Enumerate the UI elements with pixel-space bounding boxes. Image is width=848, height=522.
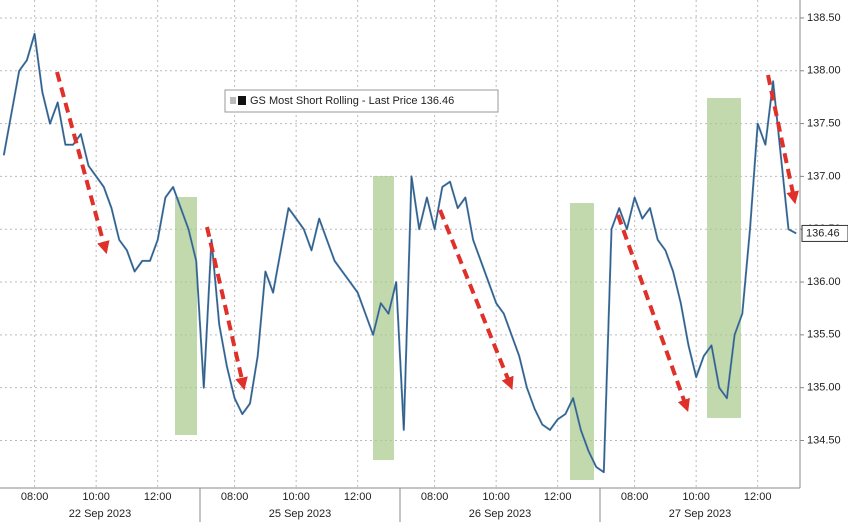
price-line-shadow — [3, 33, 797, 473]
arrows — [55, 71, 799, 413]
x-tick-label: 12:00 — [144, 491, 172, 503]
day-label: 26 Sep 2023 — [469, 508, 531, 520]
legend-text: GS Most Short Rolling - Last Price 136.4… — [250, 95, 454, 107]
highlight-box — [175, 197, 197, 435]
legend-icon — [230, 97, 236, 104]
x-tick-label: 08:00 — [221, 491, 249, 503]
trend-arrow — [616, 214, 690, 413]
day-label: 27 Sep 2023 — [669, 508, 731, 520]
y-tick-label: 136.00 — [807, 276, 841, 288]
y-tick-label: 138.50 — [807, 12, 841, 24]
legend: GS Most Short Rolling - Last Price 136.4… — [224, 89, 499, 113]
legend-value: 136.46 — [421, 95, 455, 107]
y-tick-label: 134.50 — [807, 434, 841, 446]
lines — [2, 32, 797, 474]
x-tick-label: 08:00 — [621, 491, 649, 503]
legend-box — [224, 89, 499, 113]
x-tick-label: 08:00 — [21, 491, 49, 503]
x-tick-label: 08:00 — [421, 491, 449, 503]
highlight-box — [707, 98, 741, 418]
highlights — [175, 98, 741, 480]
x-tick-label: 10:00 — [482, 491, 510, 503]
day-label: 25 Sep 2023 — [269, 508, 331, 520]
grid — [0, 0, 800, 488]
y-tick-label: 135.50 — [807, 329, 841, 341]
x-tick-label: 12:00 — [344, 491, 372, 503]
x-tick-label: 12:00 — [544, 491, 572, 503]
highlight-box — [373, 176, 394, 460]
y-tick-label: 135.00 — [807, 382, 841, 394]
x-tick-label: 10:00 — [282, 491, 310, 503]
x-tick-label: 10:00 — [682, 491, 710, 503]
y-tick-label: 137.00 — [807, 170, 841, 182]
trend-arrow — [55, 71, 110, 255]
last-price-tag — [801, 224, 848, 242]
last-price-label: 136.46 — [806, 227, 840, 239]
axes: 134.50135.00135.50136.00136.50137.00137.… — [21, 12, 848, 522]
trend-arrow — [766, 74, 799, 205]
y-tick-label: 137.50 — [807, 117, 841, 129]
legend-icon — [238, 96, 246, 105]
trend-arrow — [205, 226, 248, 391]
legend-label: GS Most Short Rolling - Last Price — [250, 95, 418, 107]
day-label: 22 Sep 2023 — [69, 508, 131, 520]
y-tick-label: 138.00 — [807, 65, 841, 77]
x-tick-label: 10:00 — [82, 491, 110, 503]
highlight-box — [570, 203, 594, 480]
x-tick-label: 12:00 — [744, 491, 772, 503]
